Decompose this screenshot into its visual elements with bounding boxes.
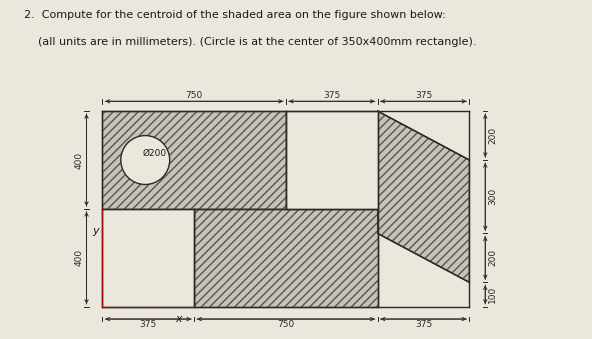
Polygon shape xyxy=(378,111,469,282)
Polygon shape xyxy=(102,111,286,209)
Text: 750: 750 xyxy=(185,92,203,100)
Text: x: x xyxy=(175,314,182,324)
Polygon shape xyxy=(286,111,378,209)
Polygon shape xyxy=(194,209,378,307)
Text: (all units are in millimeters). (Circle is at the center of 350x400mm rectangle): (all units are in millimeters). (Circle … xyxy=(24,37,476,47)
Text: y: y xyxy=(92,226,99,236)
Text: 750: 750 xyxy=(277,320,295,329)
Text: 375: 375 xyxy=(323,92,340,100)
Text: 400: 400 xyxy=(75,152,83,168)
Text: 375: 375 xyxy=(415,92,432,100)
Polygon shape xyxy=(102,209,194,307)
Circle shape xyxy=(121,136,170,184)
Text: 200: 200 xyxy=(488,127,497,144)
Text: Ø200: Ø200 xyxy=(143,148,167,158)
Text: 375: 375 xyxy=(415,320,432,329)
Text: 400: 400 xyxy=(75,249,83,266)
Text: 100: 100 xyxy=(488,286,497,303)
Text: 300: 300 xyxy=(488,188,497,205)
Text: 200: 200 xyxy=(488,249,497,266)
Text: 375: 375 xyxy=(140,320,157,329)
Text: 2.  Compute for the centroid of the shaded area on the figure shown below:: 2. Compute for the centroid of the shade… xyxy=(24,10,445,20)
